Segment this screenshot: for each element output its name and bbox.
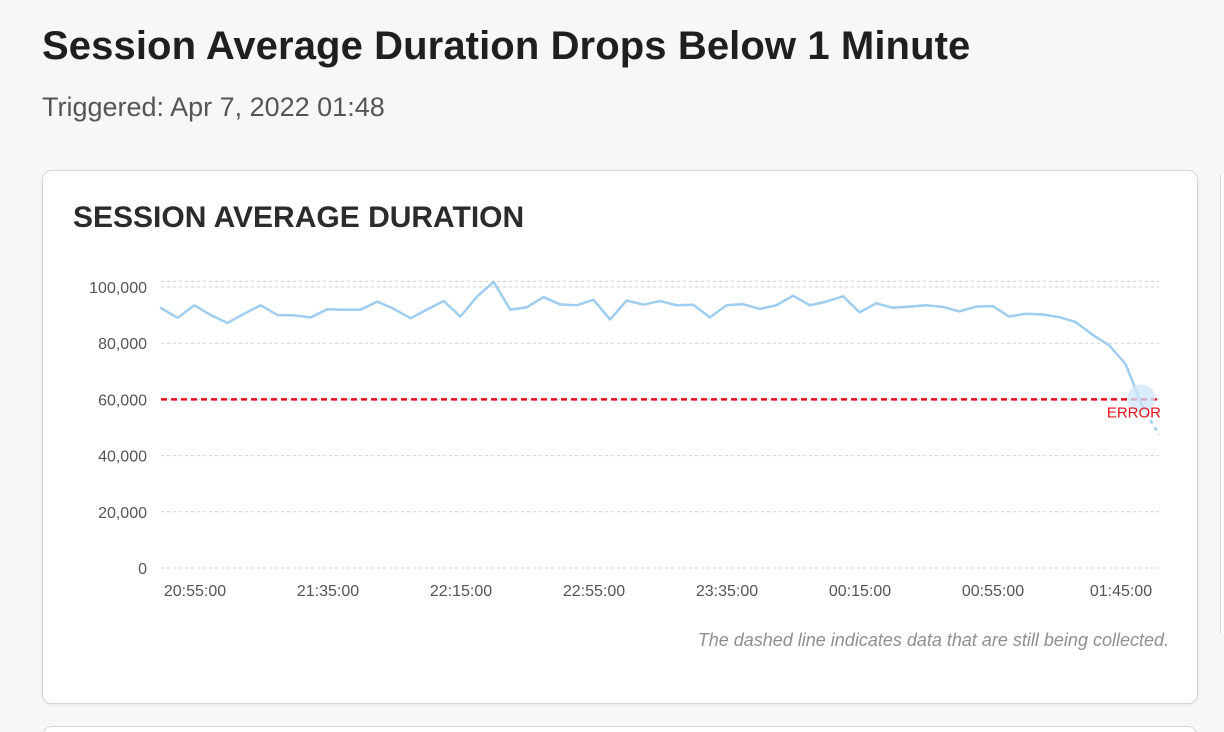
adjacent-card-edge xyxy=(1220,174,1224,634)
y-tick-label: 20,000 xyxy=(98,505,147,522)
next-card xyxy=(42,726,1198,732)
crossing-marker xyxy=(1127,384,1156,413)
series-line xyxy=(159,280,1144,408)
x-tick-label: 01:45:00 xyxy=(1090,583,1152,600)
x-tick-label: 20:55:00 xyxy=(164,583,226,600)
triggered-timestamp: Triggered: Apr 7, 2022 01:48 xyxy=(42,92,385,122)
x-tick-label: 23:35:00 xyxy=(696,583,758,600)
y-tick-label: 100,000 xyxy=(89,280,147,297)
collection-footnote: The dashed line indicates data that are … xyxy=(697,630,1169,650)
y-tick-label: 40,000 xyxy=(98,449,147,466)
x-tick-label: 21:35:00 xyxy=(297,583,359,600)
y-tick-label: 60,000 xyxy=(98,392,147,409)
chart-title: SESSION AVERAGE DURATION xyxy=(73,201,525,234)
y-tick-label: 0 xyxy=(138,561,147,578)
series-line-collecting xyxy=(1141,405,1161,436)
session-duration-chart: 0 20,000 40,000 60,000 80,000 100,000 20:55:00… xyxy=(89,280,1161,600)
x-tick-label: 00:15:00 xyxy=(829,583,891,600)
x-tick-label: 22:55:00 xyxy=(563,583,625,600)
page-title: Session Average Duration Drops Below 1 M… xyxy=(42,24,971,68)
error-threshold-label: ERROR xyxy=(1107,404,1161,421)
chart-card: SESSION AVERAGE DURATION 0 20,000 40,000 60… xyxy=(42,170,1198,704)
x-tick-label: 00:55:00 xyxy=(962,583,1024,600)
x-tick-label: 22:15:00 xyxy=(430,583,492,600)
y-tick-label: 80,000 xyxy=(98,336,147,353)
